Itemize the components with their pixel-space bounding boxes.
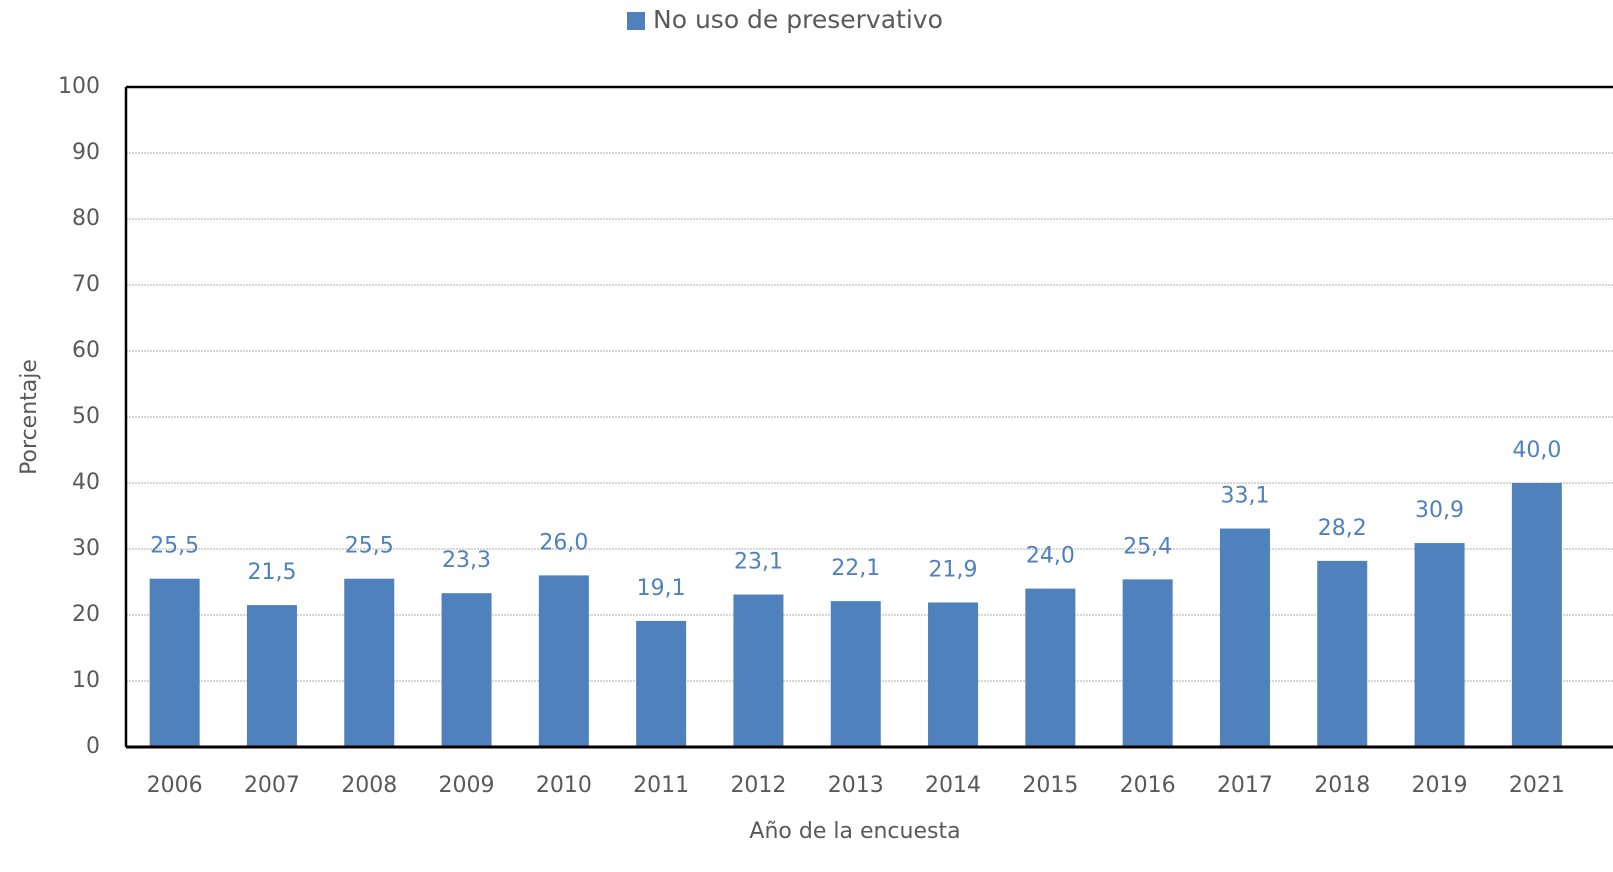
x-tick-label: 2010 [536, 773, 592, 798]
value-label: 21,5 [247, 560, 296, 585]
value-label: 30,9 [1415, 498, 1464, 523]
value-label: 23,1 [734, 550, 783, 575]
value-label: 25,4 [1123, 534, 1172, 559]
x-tick-label: 2019 [1412, 773, 1468, 798]
x-tick-label: 2008 [341, 773, 397, 798]
x-axis-label: Año de la encuesta [749, 819, 960, 844]
x-tick-label: 2018 [1314, 773, 1370, 798]
x-tick-label: 2014 [925, 773, 981, 798]
value-label: 22,1 [831, 556, 880, 581]
y-tick-label: 40 [72, 470, 100, 495]
x-tick-label: 2011 [633, 773, 689, 798]
value-label: 21,9 [929, 557, 978, 582]
bar [538, 575, 589, 747]
value-label: 25,5 [150, 534, 199, 559]
x-tick-label: 2012 [730, 773, 786, 798]
x-tick-label: 2017 [1217, 773, 1273, 798]
y-tick-label: 30 [72, 536, 100, 561]
bar [1025, 588, 1076, 747]
y-tick-label: 0 [86, 734, 100, 759]
legend-label: No uso de preservativo [653, 5, 943, 34]
bar [344, 578, 395, 747]
x-tick-label: 2021 [1509, 773, 1565, 798]
y-tick-label: 80 [72, 206, 100, 231]
bar [441, 593, 492, 747]
y-tick-label: 70 [72, 272, 100, 297]
legend-swatch [627, 12, 645, 30]
value-label: 26,0 [539, 530, 588, 555]
value-label: 28,2 [1318, 516, 1367, 541]
bar [1317, 560, 1368, 747]
y-tick-label: 50 [72, 404, 100, 429]
value-label: 25,5 [345, 534, 394, 559]
x-tick-label: 2015 [1022, 773, 1078, 798]
y-tick-label: 20 [72, 602, 100, 627]
bar [246, 605, 297, 747]
bar [830, 601, 881, 747]
value-label: 33,1 [1220, 484, 1269, 509]
x-tick-label: 2007 [244, 773, 300, 798]
value-label: 24,0 [1026, 544, 1075, 569]
y-tick-label: 60 [72, 338, 100, 363]
bar [928, 602, 979, 747]
y-tick-label: 90 [72, 140, 100, 165]
bar [1511, 483, 1562, 747]
value-label: 19,1 [637, 576, 686, 601]
bar [149, 578, 200, 747]
bar [636, 620, 687, 747]
y-tick-label: 100 [58, 74, 100, 99]
bar [733, 594, 784, 747]
x-tick-label: 2016 [1120, 773, 1176, 798]
y-tick-label: 10 [72, 668, 100, 693]
x-tick-label: 2009 [439, 773, 495, 798]
bar [1219, 528, 1270, 747]
x-tick-label: 2013 [828, 773, 884, 798]
value-label: 40,0 [1512, 438, 1561, 463]
x-tick-label: 2006 [147, 773, 203, 798]
y-axis-label: Porcentaje [17, 359, 42, 475]
bar [1414, 543, 1465, 747]
bar [1122, 579, 1173, 747]
value-label: 23,3 [442, 548, 491, 573]
